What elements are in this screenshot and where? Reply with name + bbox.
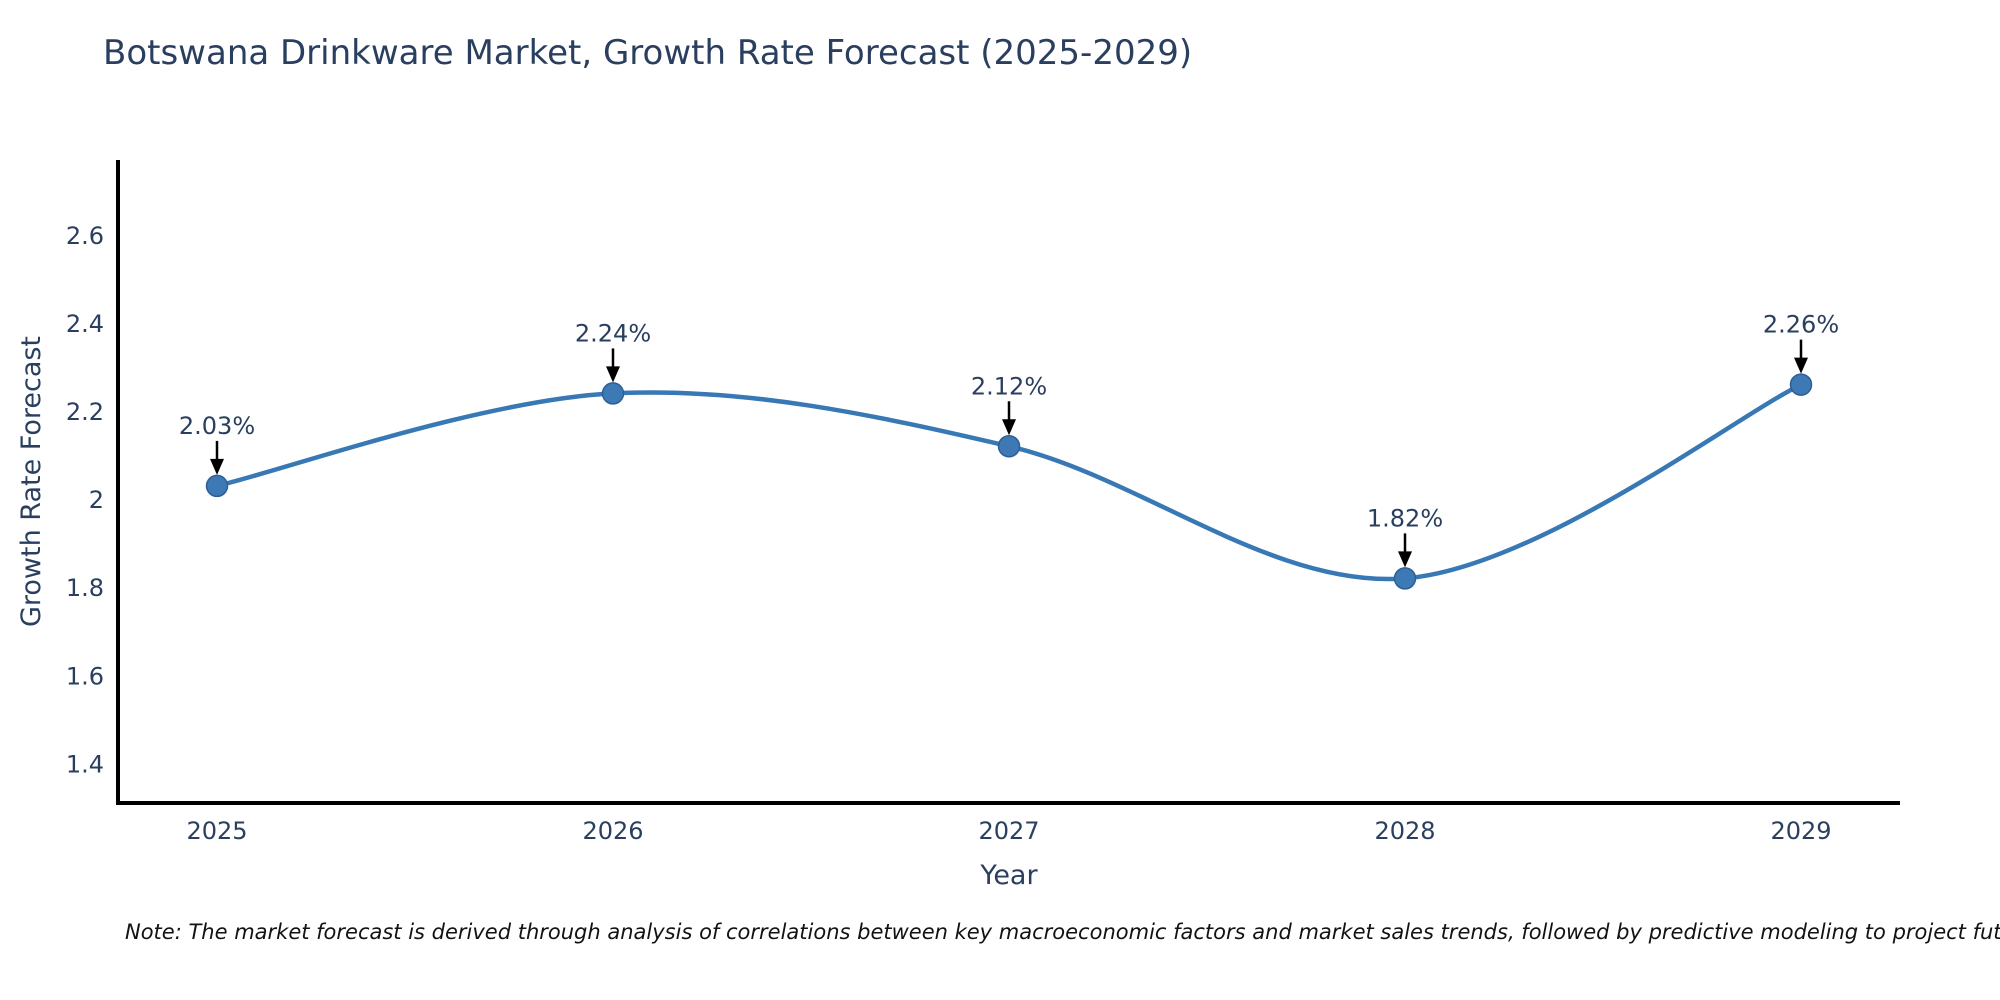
data-point-2025: [205, 474, 229, 498]
y-tick-label: 2.4: [66, 310, 104, 338]
y-tick-label: 2.2: [66, 398, 104, 426]
axis-lines: [116, 160, 1900, 805]
data-point-2029: [1789, 373, 1813, 396]
annotation-label: 2.26%: [1763, 311, 1839, 339]
x-tick-label: 2025: [186, 817, 247, 845]
annotation-label: 1.82%: [1367, 504, 1443, 532]
data-point-2027: [997, 435, 1021, 458]
annotation-arrowhead: [1794, 357, 1808, 374]
x-tick-label: 2027: [978, 817, 1039, 845]
x-tick-label: 2026: [582, 817, 643, 845]
annotation-label: 2.12%: [971, 372, 1047, 400]
annotation-arrowhead: [1002, 419, 1016, 436]
footnote: Note: The market forecast is derived thr…: [125, 920, 2000, 944]
y-tick-label: 2.6: [66, 222, 104, 250]
x-axis-title: Year: [980, 860, 1038, 891]
y-tick-label: 1.6: [66, 662, 104, 690]
y-axis-title: Growth Rate Forecast: [16, 335, 47, 628]
data-point-2026: [601, 382, 625, 405]
annotation-label: 2.03%: [179, 412, 255, 440]
annotation-arrowhead: [1398, 551, 1412, 568]
y-tick-label: 2: [89, 486, 104, 514]
data-point-2028: [1393, 567, 1417, 590]
annotation-arrowhead: [210, 458, 224, 475]
chart-title: Botswana Drinkware Market, Growth Rate F…: [103, 33, 1193, 73]
annotation-label: 2.24%: [575, 319, 651, 347]
x-tick-label: 2029: [1770, 817, 1831, 845]
x-tick-label: 2028: [1374, 817, 1435, 845]
y-tick-label: 1.8: [66, 574, 104, 602]
annotation-arrowhead: [606, 366, 620, 383]
y-tick-label: 1.4: [66, 750, 104, 778]
